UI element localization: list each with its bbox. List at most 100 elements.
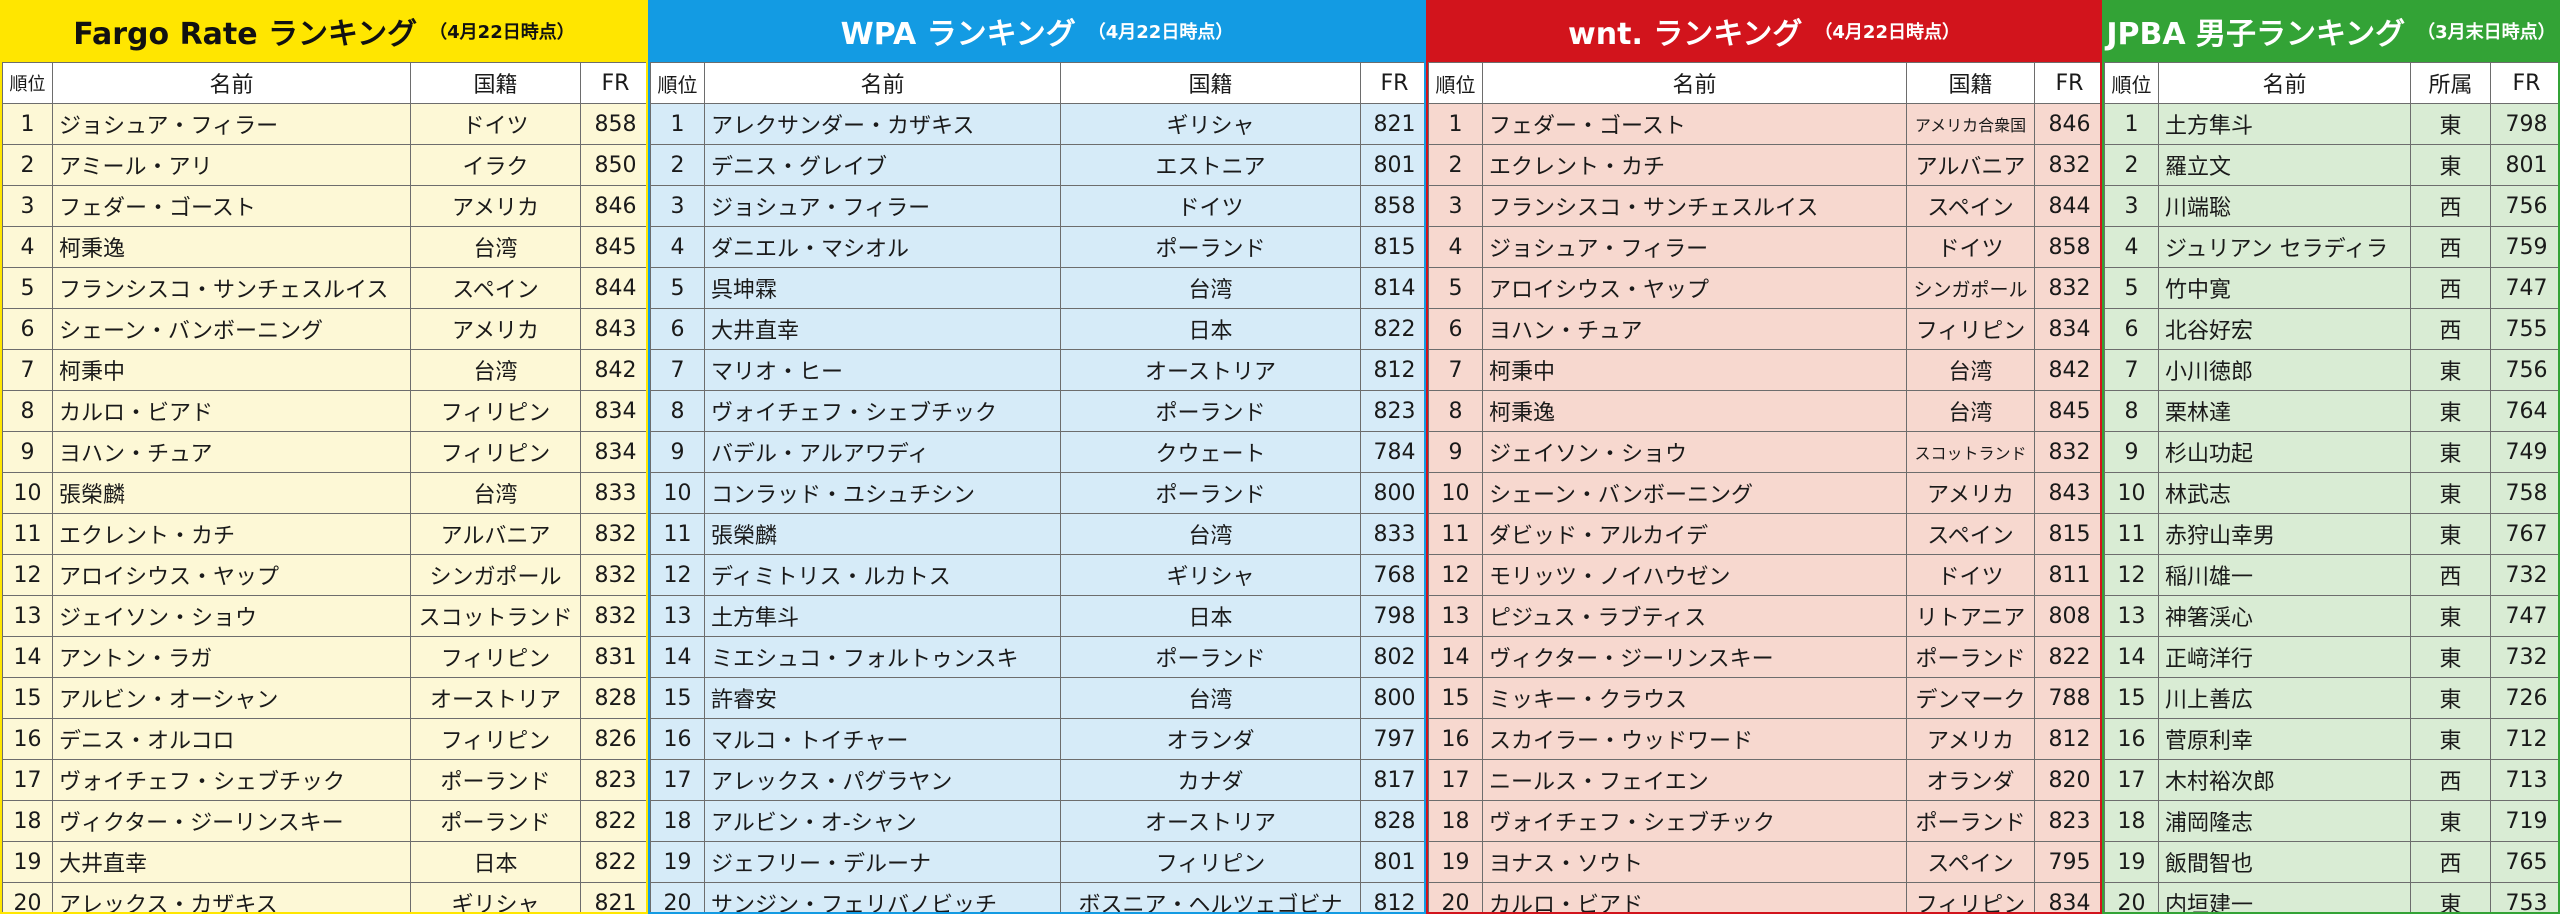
- cell-name: 竹中寛: [2158, 267, 2411, 309]
- table-row: 9 ジェイソン・ショウ スコットランド 832: [1428, 431, 2100, 473]
- cell-fr: 850: [580, 144, 646, 186]
- cell-rank: 4: [2, 226, 53, 268]
- cell-rank: 7: [2104, 349, 2159, 391]
- table-row: 12 モリッツ・ノイハウゼン ドイツ 811: [1428, 554, 2100, 596]
- header-row: 順位 名前 国籍 FR: [650, 62, 1424, 104]
- panel-subtitle: （4月22日時点）: [1814, 22, 1960, 43]
- table-row: 16 菅原利幸東 712: [2104, 718, 2558, 760]
- table-row: 5 フランシスコ・サンチェスルイス スペイン 844: [2, 267, 646, 309]
- cell-name: バデル・アルアワディ: [704, 431, 1061, 473]
- cell-fr: 845: [2034, 390, 2100, 432]
- cell-rank: 11: [650, 513, 705, 555]
- cell-fr: 832: [580, 595, 646, 637]
- cell-name: アロイシウス・ヤップ: [1482, 267, 1907, 309]
- cell-name: 稲川雄一: [2158, 554, 2411, 596]
- cell-nat: 東: [2410, 103, 2491, 145]
- cell-nat: ギリシャ: [1060, 103, 1361, 145]
- cell-name: ミッキー・クラウス: [1482, 677, 1907, 719]
- cell-nat: スコットランド: [410, 595, 581, 637]
- cell-fr: 784: [1360, 431, 1424, 473]
- cell-rank: 5: [2104, 267, 2159, 309]
- cell-rank: 14: [2, 636, 53, 678]
- column-header-nat: 国籍: [1060, 62, 1361, 104]
- cell-fr: 822: [580, 841, 646, 883]
- cell-fr: 834: [2034, 882, 2100, 912]
- cell-fr: 858: [2034, 226, 2100, 268]
- column-header-name: 名前: [1482, 62, 1907, 104]
- cell-rank: 6: [1428, 308, 1483, 350]
- cell-fr: 817: [1360, 759, 1424, 801]
- cell-nat: 台湾: [410, 349, 581, 391]
- wnt-panel: wnt. ランキング （4月22日時点） 順位 名前 国籍 FR 1 フェダー・ゴースト アメリ…: [1426, 0, 2102, 914]
- cell-rank: 4: [2104, 226, 2159, 268]
- cell-name: 赤狩山幸男: [2158, 513, 2411, 555]
- table-row: 6 ヨハン・チュア フィリピン 834: [1428, 308, 2100, 350]
- table-row: 15 アルビン・オーシャン オーストリア 828: [2, 677, 646, 719]
- table-row: 14 ヴィクター・ジーリンスキー ポーランド 822: [1428, 636, 2100, 678]
- cell-rank: 8: [2, 390, 53, 432]
- cell-fr: 758: [2490, 472, 2558, 514]
- cell-name: 柯秉中: [52, 349, 411, 391]
- cell-nat: オランダ: [1060, 718, 1361, 760]
- cell-rank: 20: [2104, 882, 2159, 912]
- cell-rank: 18: [2, 800, 53, 842]
- cell-nat: 台湾: [1906, 349, 2035, 391]
- cell-rank: 3: [650, 185, 705, 227]
- table-row: 10 張榮麟 台湾 833: [2, 472, 646, 514]
- cell-fr: 759: [2490, 226, 2558, 268]
- cell-name: ミエシュコ・フォルトゥンスキ: [704, 636, 1061, 678]
- cell-name: サンジン・フェリバノビッチ: [704, 882, 1061, 912]
- cell-fr: 747: [2490, 595, 2558, 637]
- cell-fr: 801: [1360, 144, 1424, 186]
- cell-fr: 823: [1360, 390, 1424, 432]
- table-row: 20 サンジン・フェリバノビッチ ボスニア・ヘルツェゴビナ 812: [650, 882, 1424, 912]
- cell-nat: 西: [2410, 308, 2491, 350]
- cell-nat: デンマーク: [1906, 677, 2035, 719]
- cell-name: ディミトリス・ルカトス: [704, 554, 1061, 596]
- table-row: 10 林武志東 758: [2104, 472, 2558, 514]
- cell-fr: 801: [2490, 144, 2558, 186]
- cell-name: カルロ・ビアド: [52, 390, 411, 432]
- table-row: 8 ヴォイチェフ・シェブチック ポーランド 823: [650, 390, 1424, 432]
- table-row: 13 ジェイソン・ショウ スコットランド 832: [2, 595, 646, 637]
- cell-fr: 765: [2490, 841, 2558, 883]
- cell-rank: 3: [1428, 185, 1483, 227]
- cell-rank: 9: [1428, 431, 1483, 473]
- cell-nat: 台湾: [1060, 677, 1361, 719]
- cell-name: フェダー・ゴースト: [52, 185, 411, 227]
- cell-name: 土方隼斗: [2158, 103, 2411, 145]
- cell-nat: ポーランド: [1060, 636, 1361, 678]
- cell-nat: 東: [2410, 144, 2491, 186]
- table-row: 18 浦岡隆志東 719: [2104, 800, 2558, 842]
- cell-fr: 826: [580, 718, 646, 760]
- cell-fr: 732: [2490, 554, 2558, 596]
- cell-name: ジョシュア・フィラー: [1482, 226, 1907, 268]
- cell-fr: 756: [2490, 185, 2558, 227]
- cell-nat: 東: [2410, 513, 2491, 555]
- cell-rank: 11: [2104, 513, 2159, 555]
- cell-nat: フィリピン: [1060, 841, 1361, 883]
- panel-title: wnt. ランキング （4月22日時点）: [1428, 0, 2100, 62]
- cell-rank: 6: [2, 308, 53, 350]
- cell-nat: 東: [2410, 882, 2491, 912]
- cell-name: 林武志: [2158, 472, 2411, 514]
- cell-fr: 822: [580, 800, 646, 842]
- table-row: 3 フランシスコ・サンチェスルイス スペイン 844: [1428, 185, 2100, 227]
- table-row: 12 ディミトリス・ルカトス ギリシャ 768: [650, 554, 1424, 596]
- cell-name: 許睿安: [704, 677, 1061, 719]
- cell-rank: 15: [2104, 677, 2159, 719]
- table-row: 17 木村裕次郎西 713: [2104, 759, 2558, 801]
- cell-fr: 832: [580, 513, 646, 555]
- cell-name: 大井直幸: [704, 308, 1061, 350]
- cell-nat: 台湾: [410, 226, 581, 268]
- cell-nat: 西: [2410, 226, 2491, 268]
- cell-fr: 834: [2034, 308, 2100, 350]
- ranking-table: 順位 名前 国籍 FR 1 フェダー・ゴースト アメリカ合衆国 846 2 エクレント・カチ アルバ…: [1428, 62, 2100, 912]
- cell-rank: 19: [1428, 841, 1483, 883]
- table-row: 10 コンラッド・ユシュチシン ポーランド 800: [650, 472, 1424, 514]
- cell-name: 川上善広: [2158, 677, 2411, 719]
- cell-rank: 16: [2104, 718, 2159, 760]
- cell-fr: 821: [1360, 103, 1424, 145]
- cell-name: ジョシュア・フィラー: [704, 185, 1061, 227]
- cell-rank: 7: [650, 349, 705, 391]
